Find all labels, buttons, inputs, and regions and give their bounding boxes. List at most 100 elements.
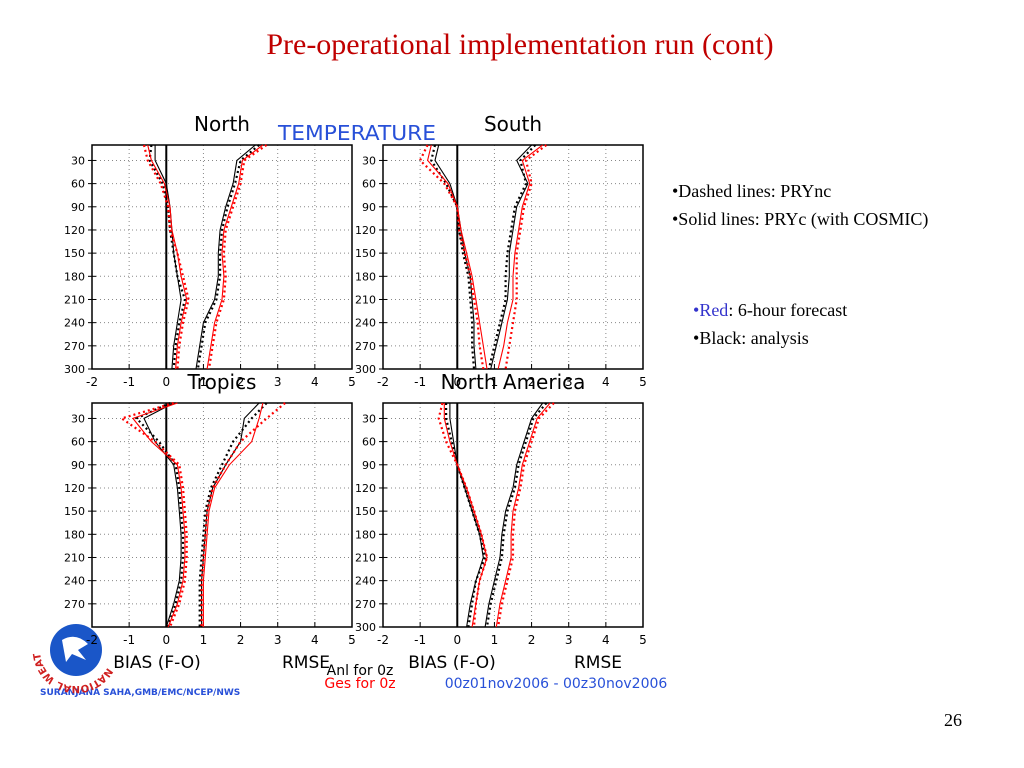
x-tick-label: 1 <box>491 375 499 389</box>
axis-label: RMSE <box>282 653 330 673</box>
plot-frame <box>382 144 644 370</box>
y-tick-label: 180 <box>64 270 85 283</box>
x-tick-label: 5 <box>639 633 647 647</box>
x-tick-label: 1 <box>200 633 208 647</box>
x-tick-label: 3 <box>274 633 282 647</box>
y-tick-label: 240 <box>355 317 376 330</box>
y-tick-label: 270 <box>355 598 376 611</box>
credit: SURANJANA SAHA,GMB/EMC/NCEP/NWS <box>40 688 240 698</box>
y-tick-label: 90 <box>71 201 85 214</box>
logo: NATIONAL WEATHER SERVICE <box>0 0 114 694</box>
y-tick-label: 90 <box>362 201 376 214</box>
y-tick-label: 270 <box>64 598 85 611</box>
y-tick-label: 120 <box>64 224 85 237</box>
x-tick-label: -2 <box>377 375 389 389</box>
y-tick-label: 240 <box>64 317 85 330</box>
series-line <box>437 402 489 628</box>
y-tick-label: 60 <box>362 178 376 191</box>
y-tick-label: 30 <box>71 412 85 425</box>
y-tick-label: 240 <box>64 575 85 588</box>
series-line <box>202 402 264 627</box>
bullet-word: Red <box>699 300 728 320</box>
x-tick-label: 3 <box>274 375 282 389</box>
plot-title: North America <box>441 370 586 394</box>
y-tick-label: 210 <box>64 551 85 564</box>
series-line <box>443 403 488 628</box>
y-tick-label: 90 <box>362 459 376 472</box>
x-tick-label: 0 <box>453 633 461 647</box>
bullet-mark: • <box>693 300 699 320</box>
note: Ges for 0z <box>324 676 395 692</box>
bullet: •Solid lines: PRYc (with COSMIC) <box>672 209 928 230</box>
note: Anl for 0z <box>327 663 394 679</box>
x-tick-label: 2 <box>237 375 245 389</box>
y-tick-label: 300 <box>355 363 376 376</box>
y-tick-label: 180 <box>355 270 376 283</box>
slide-number: 26 <box>944 710 962 730</box>
y-tick-label: 240 <box>355 575 376 588</box>
plot-title: North <box>194 112 250 136</box>
x-tick-label: 0 <box>162 375 170 389</box>
series-line <box>200 402 286 627</box>
x-tick-label: 3 <box>565 375 573 389</box>
series-line <box>201 402 260 627</box>
x-tick-label: -1 <box>414 375 426 389</box>
bullet: •Dashed lines: PRYnc <box>672 181 831 201</box>
y-tick-label: 120 <box>355 224 376 237</box>
x-tick-label: 5 <box>348 375 356 389</box>
x-tick-label: -2 <box>377 633 389 647</box>
y-tick-label: 180 <box>64 528 85 541</box>
x-tick-label: 3 <box>565 633 573 647</box>
plot-title: Tropics <box>187 370 257 394</box>
series-line <box>487 144 537 370</box>
plot-frame <box>91 402 353 628</box>
series-line <box>445 403 487 628</box>
y-tick-label: 180 <box>355 528 376 541</box>
y-tick-label: 60 <box>71 436 85 449</box>
y-tick-label: 210 <box>64 293 85 306</box>
series-line <box>497 402 555 628</box>
x-tick-label: 5 <box>639 375 647 389</box>
series-line <box>485 402 548 628</box>
series-line <box>195 144 256 370</box>
axis-label: RMSE <box>574 653 622 673</box>
series-line <box>497 144 544 370</box>
x-tick-label: 2 <box>528 633 536 647</box>
bullet-text: Black: analysis <box>699 328 808 348</box>
y-tick-label: 90 <box>71 459 85 472</box>
y-tick-label: 150 <box>355 505 376 518</box>
logo-text: NATIONAL WEATHER SERVICE <box>0 0 114 694</box>
plot-frame <box>382 402 644 628</box>
series-line <box>134 402 185 628</box>
y-tick-label: 150 <box>64 247 85 260</box>
x-tick-label: 1 <box>200 375 208 389</box>
x-tick-label: 2 <box>528 375 536 389</box>
plot-frame <box>91 144 353 370</box>
series-line <box>426 144 488 370</box>
x-tick-label: 2 <box>237 633 245 647</box>
y-tick-label: 210 <box>355 551 376 564</box>
slide-title: Pre-operational implementation run (cont… <box>266 28 773 61</box>
logo-symbol <box>62 636 88 662</box>
y-tick-label: 300 <box>64 363 85 376</box>
series-line <box>206 144 264 370</box>
series-line <box>143 402 182 628</box>
y-tick-label: 210 <box>355 293 376 306</box>
y-tick-label: 120 <box>64 482 85 495</box>
y-tick-label: 60 <box>71 178 85 191</box>
x-tick-label: -1 <box>414 633 426 647</box>
y-tick-label: 300 <box>355 621 376 634</box>
x-tick-label: 1 <box>491 633 499 647</box>
figure-heading: TEMPERATURE <box>277 121 436 145</box>
x-tick-label: -2 <box>86 633 98 647</box>
y-tick-label: 270 <box>64 340 85 353</box>
series-line <box>434 144 477 370</box>
series-line <box>154 145 182 370</box>
x-tick-label: 4 <box>311 375 319 389</box>
x-tick-label: 4 <box>602 633 610 647</box>
y-tick-label: 60 <box>362 436 376 449</box>
plots: North-2 -1 0 1 2 3 4 53060901201501802102402703… <box>64 112 647 647</box>
x-tick-label: 5 <box>348 633 356 647</box>
x-tick-label: 0 <box>453 375 461 389</box>
